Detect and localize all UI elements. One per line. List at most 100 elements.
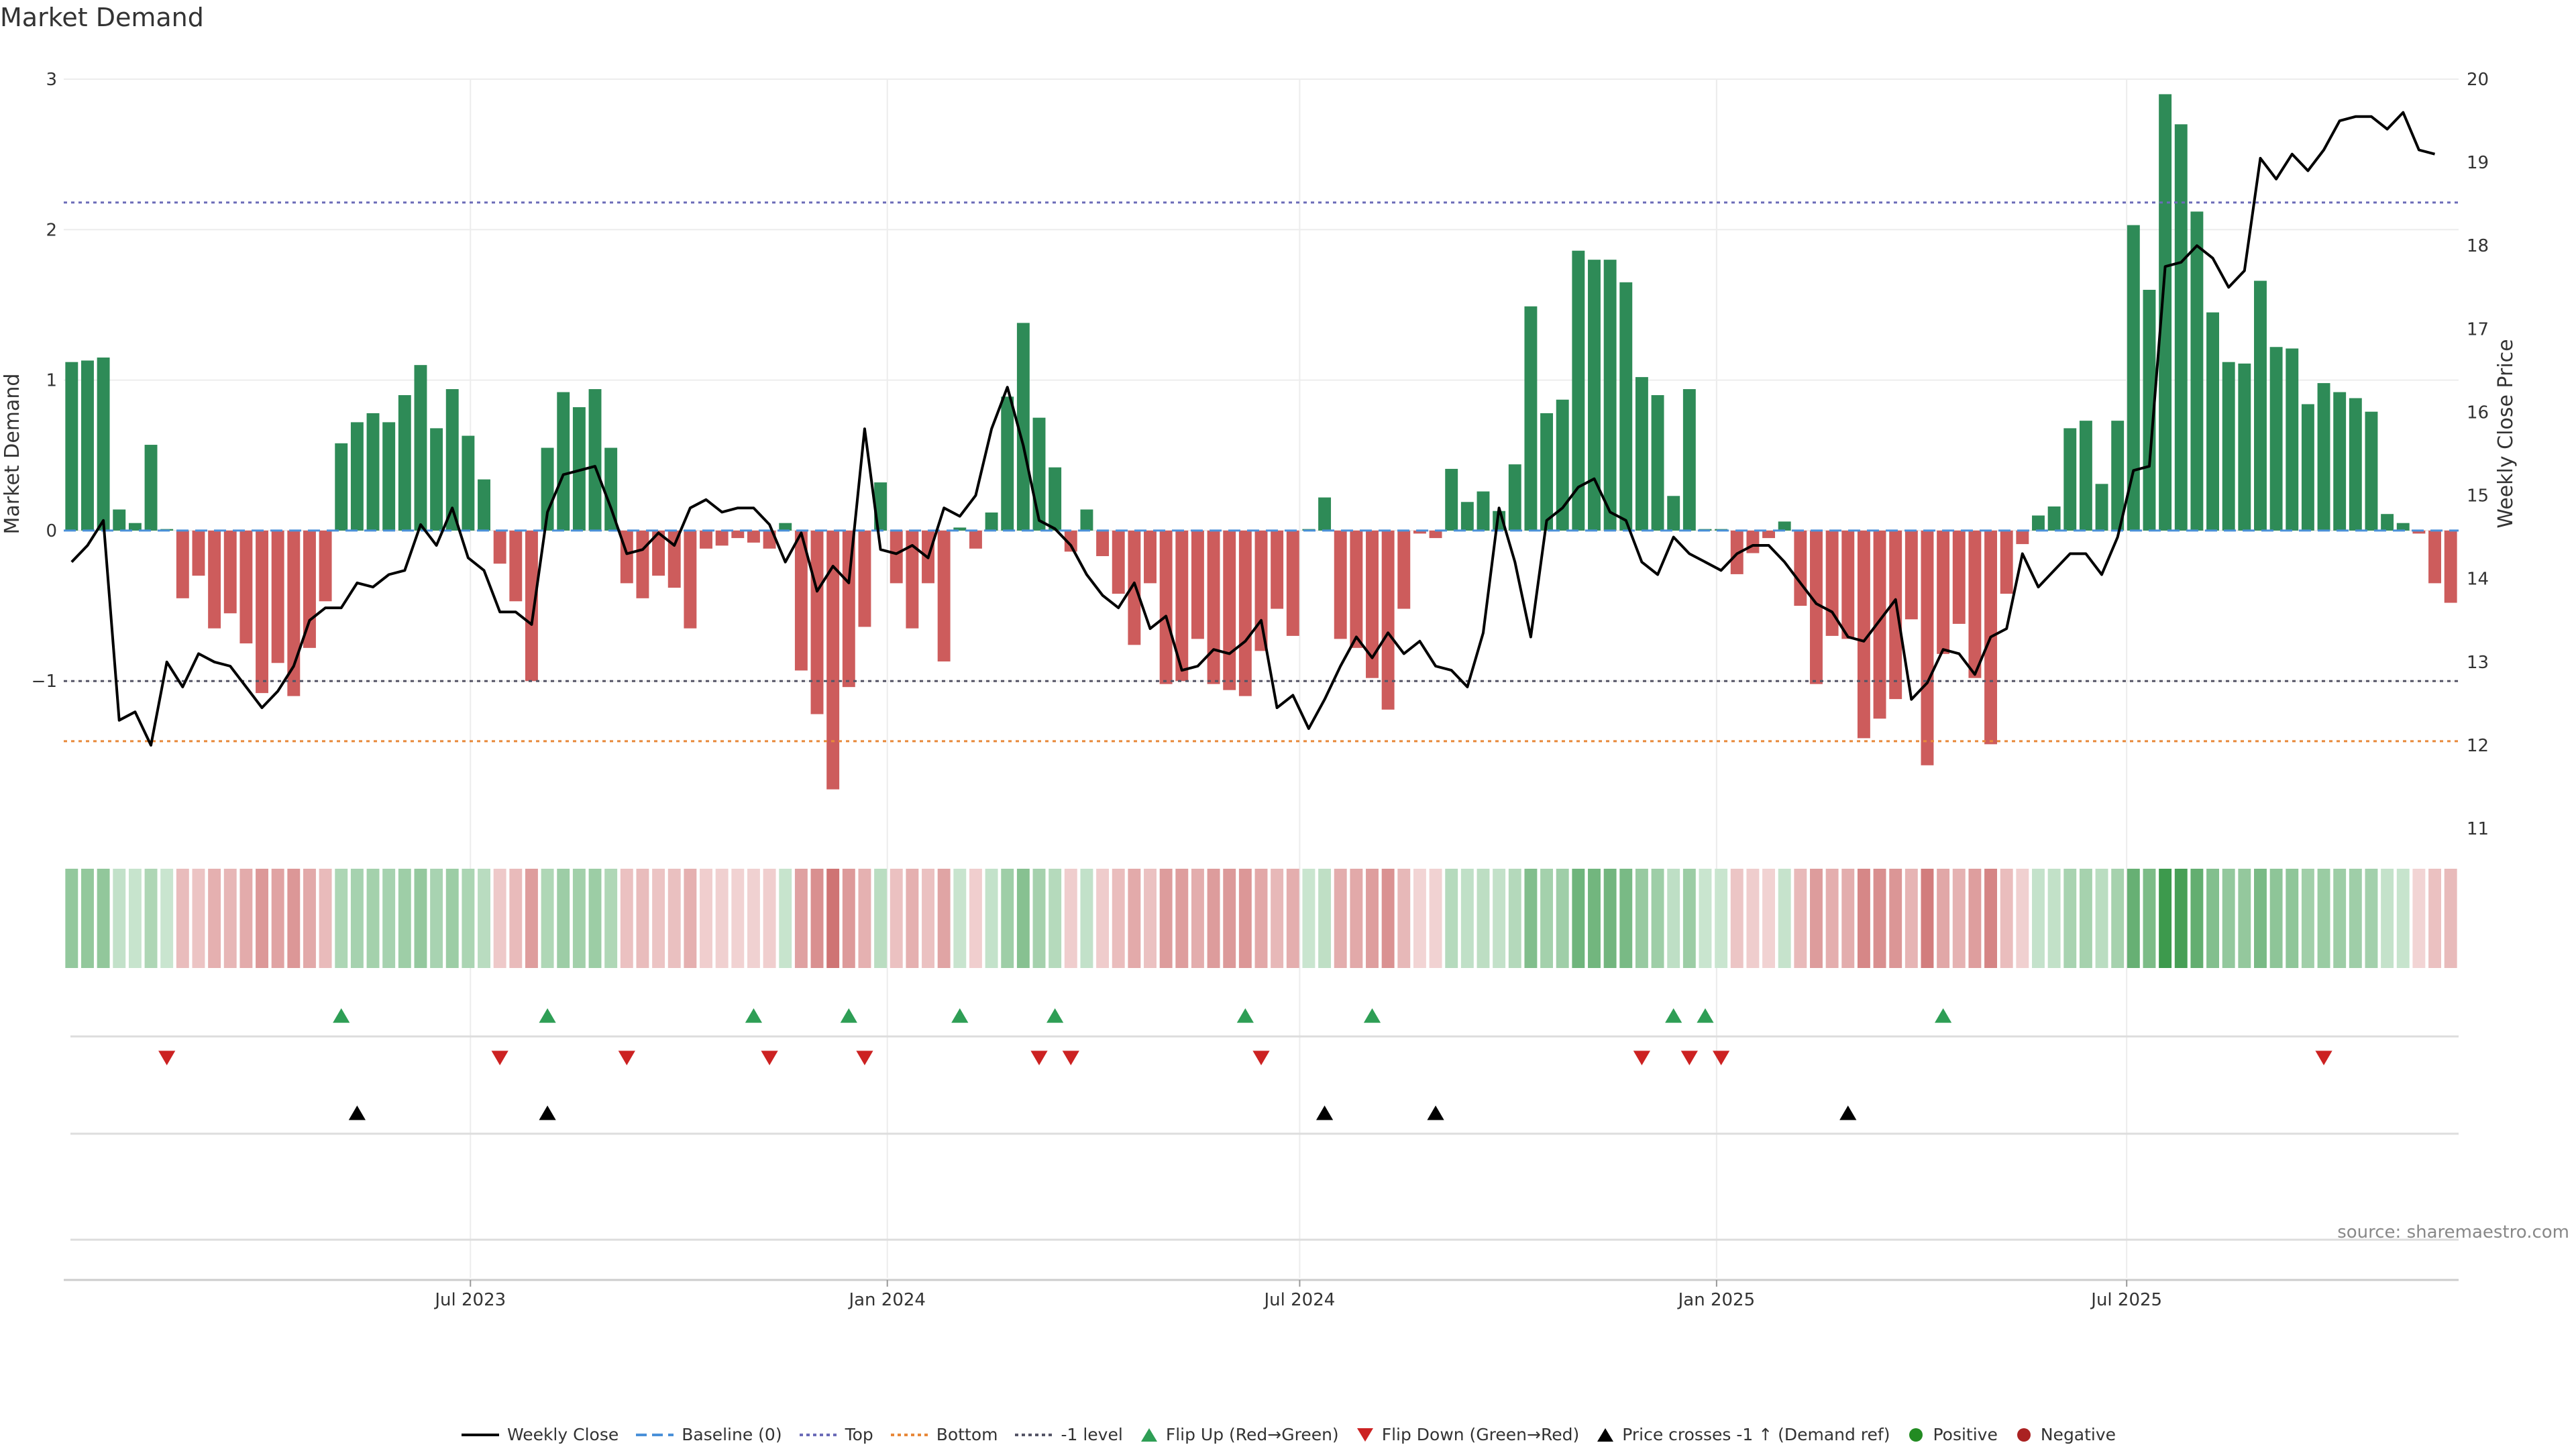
- heat-cell: [826, 869, 840, 968]
- heat-cell: [1968, 869, 1982, 968]
- flip-down-marker: [618, 1051, 635, 1065]
- demand-bar: [1540, 413, 1554, 531]
- demand-bar: [1016, 323, 1030, 531]
- demand-bar: [969, 530, 982, 549]
- triangle-up-icon: [1597, 1428, 1614, 1442]
- heat-cell: [478, 869, 490, 968]
- source-credit: source: sharemaestro.com: [2337, 1222, 2569, 1242]
- flip-up-marker: [745, 1008, 763, 1023]
- legend-label: Negative: [2040, 1425, 2116, 1444]
- heat-cell: [652, 869, 665, 968]
- heat-cell: [1381, 869, 1395, 968]
- demand-bar: [1762, 530, 1776, 539]
- legend-price-cross: Price crosses -1 ↑ (Demand ref): [1595, 1425, 1890, 1444]
- heat-cell: [1112, 869, 1125, 968]
- heat-cell: [239, 869, 253, 968]
- heat-cell: [1064, 869, 1077, 968]
- legend-dotted-line-icon: [1015, 1433, 1053, 1436]
- demand-bar: [794, 530, 808, 671]
- y-tick-label-right: 20: [2467, 70, 2489, 90]
- demand-bar: [525, 530, 538, 682]
- demand-bar: [1857, 530, 1870, 739]
- heat-cell: [953, 869, 967, 968]
- demand-bar: [1318, 497, 1332, 531]
- heat-cell: [636, 869, 649, 968]
- demand-bar: [1477, 491, 1490, 531]
- demand-bar: [1603, 260, 1617, 531]
- heat-cell: [969, 869, 982, 968]
- heat-cell: [1238, 869, 1252, 968]
- heat-cell: [731, 869, 745, 968]
- demand-bar: [398, 395, 411, 531]
- weekly-close-line: [70, 111, 2436, 747]
- demand-bar: [700, 530, 712, 549]
- demand-bar: [1460, 502, 1474, 531]
- heat-cell: [2301, 869, 2314, 968]
- flip-up-marker: [333, 1008, 350, 1023]
- heat-cell: [1254, 869, 1268, 968]
- heat-cell: [2222, 869, 2235, 968]
- legend-dotted-line-icon: [890, 1433, 928, 1436]
- demand-bar: [1904, 530, 1918, 620]
- demand-bar: [572, 407, 586, 531]
- heat-cell: [2412, 869, 2426, 968]
- demand-bar: [2349, 398, 2362, 531]
- chart-title: Market Demand: [0, 3, 204, 32]
- flip-down-marker: [1633, 1051, 1651, 1065]
- heat-cell: [2365, 869, 2378, 968]
- demand-bar: [557, 392, 570, 531]
- heat-cell: [1493, 869, 1506, 968]
- flip-up-marker: [1665, 1008, 1682, 1023]
- flip-up-marker: [539, 1008, 556, 1023]
- flip-down-marker: [761, 1051, 778, 1065]
- demand-bar: [2111, 421, 2125, 531]
- flip-down-marker: [856, 1051, 873, 1065]
- demand-bar: [2317, 383, 2330, 531]
- demand-bar: [1350, 530, 1363, 648]
- heat-cell: [2206, 869, 2219, 968]
- legend-flip-up: Flip Up (Red→Green): [1139, 1425, 1339, 1444]
- demand-bar: [1334, 530, 1347, 639]
- heat-cell: [1556, 869, 1569, 968]
- x-tick-label: Jul 2024: [1263, 1290, 1336, 1310]
- heat-cell: [1001, 869, 1014, 968]
- demand-bar: [1556, 399, 1569, 531]
- flip-up-marker: [1046, 1008, 1064, 1023]
- heat-cell: [1651, 869, 1664, 968]
- heat-cell: [1175, 869, 1189, 968]
- heat-cell: [1921, 869, 1934, 968]
- heat-cell: [2269, 869, 2283, 968]
- heat-cell: [1207, 869, 1220, 968]
- demand-bar: [445, 389, 459, 531]
- legend-weekly-close: Weekly Close: [460, 1425, 619, 1444]
- heat-cell: [1572, 869, 1585, 968]
- demand-bar: [747, 530, 760, 543]
- demand-bar: [366, 413, 380, 531]
- legend-label: Baseline (0): [682, 1425, 782, 1444]
- heat-cell: [1223, 869, 1236, 968]
- heat-cell: [1128, 869, 1141, 968]
- demand-bar: [2047, 506, 2061, 531]
- heat-cell: [684, 869, 697, 968]
- heat-cell: [2381, 869, 2394, 968]
- demand-bar: [715, 530, 729, 546]
- heat-cell: [1984, 869, 1998, 968]
- demand-bar: [176, 530, 189, 598]
- legend-dashed-line-icon: [636, 1433, 674, 1436]
- heat-cell: [208, 869, 221, 968]
- demand-bar: [2174, 124, 2188, 531]
- demand-bar: [1508, 464, 1521, 531]
- demand-bar: [1223, 530, 1236, 690]
- heat-cell: [2174, 869, 2188, 968]
- demand-bar: [2444, 530, 2457, 603]
- demand-bar: [1778, 521, 1791, 531]
- heat-cell: [525, 869, 538, 968]
- demand-bar: [1049, 467, 1062, 531]
- demand-bar: [1682, 389, 1696, 531]
- heat-cell: [2000, 869, 2013, 968]
- demand-bar: [239, 530, 253, 644]
- demand-bar: [731, 530, 745, 539]
- demand-bar: [2000, 530, 2013, 594]
- heat-cell: [192, 869, 205, 968]
- heat-cell: [763, 869, 776, 968]
